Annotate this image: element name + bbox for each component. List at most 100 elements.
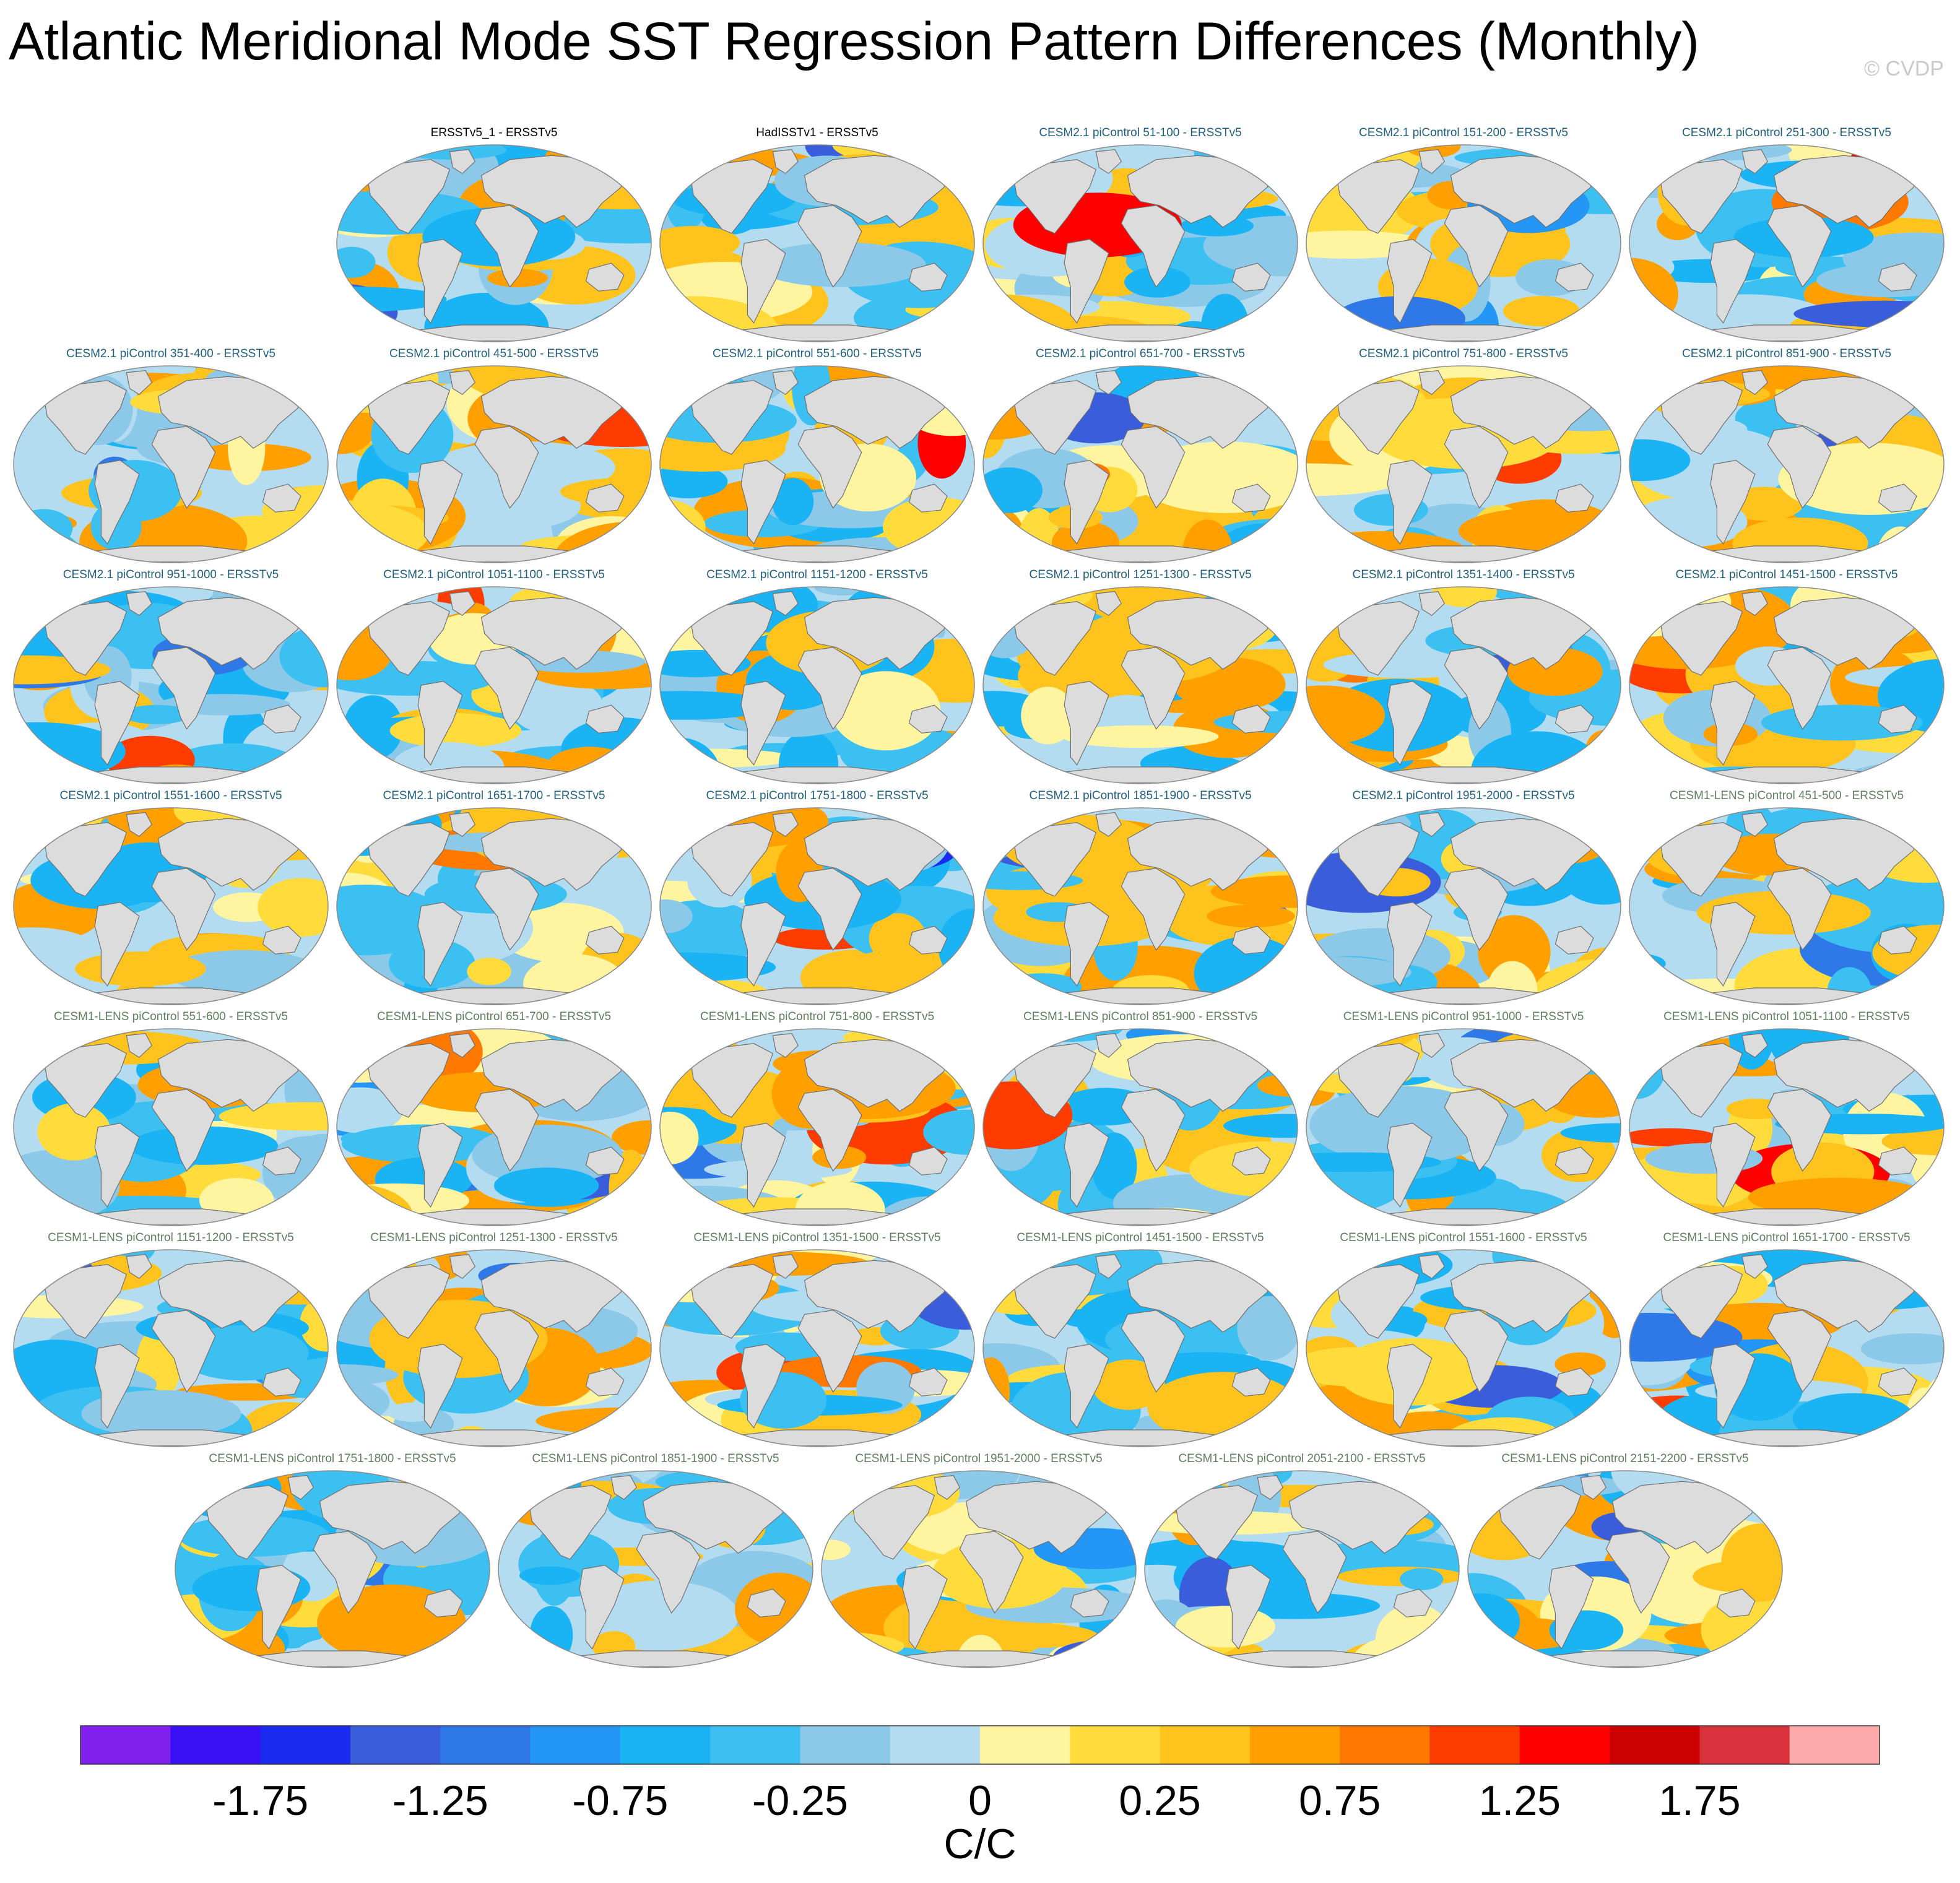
sst-regression-map	[982, 586, 1298, 784]
colorbar-swatch	[1519, 1726, 1610, 1764]
anomaly-contour	[337, 1197, 396, 1226]
anomaly-contour	[1541, 325, 1602, 342]
land-mass	[1013, 1043, 1097, 1118]
land-mass	[1444, 426, 1509, 509]
land-mass	[1444, 205, 1509, 288]
sst-regression-map	[659, 144, 975, 342]
land-mass	[1387, 901, 1433, 987]
sst-regression-map	[1629, 365, 1945, 563]
colorbar-swatch	[1340, 1726, 1430, 1764]
panel-title: CESM1-LENS piControl 851-900 - ERSSTv5	[1023, 1010, 1258, 1023]
anomaly-contour	[14, 927, 93, 966]
map-panel: CESM1-LENS piControl 1251-1300 - ERSSTv5	[333, 1229, 655, 1450]
anomaly-contour	[1306, 685, 1385, 745]
land-mass	[772, 370, 799, 396]
land-mass	[1659, 601, 1743, 676]
map-frame	[1306, 365, 1621, 563]
land-mass	[1336, 159, 1420, 234]
figure-title: Atlantic Meridional Mode SST Regression …	[9, 12, 1699, 71]
land-mass	[1444, 868, 1509, 951]
land-mass	[1121, 1310, 1186, 1393]
land-mass	[417, 459, 463, 545]
land-mass	[1257, 1475, 1284, 1500]
land-mass	[1444, 647, 1509, 730]
anomaly-contour	[1237, 1296, 1298, 1361]
land-mass	[740, 238, 786, 324]
sst-regression-map	[13, 1249, 329, 1447]
land-mass	[94, 1122, 140, 1208]
sst-regression-map	[1467, 1470, 1783, 1668]
colorbar-tick-label: 0.75	[1299, 1777, 1381, 1820]
land-mass	[585, 1146, 625, 1175]
map-frame	[982, 1249, 1298, 1447]
anomaly-contour	[983, 1210, 1057, 1226]
land-mass	[908, 262, 948, 292]
land-mass	[740, 1343, 786, 1429]
panel-title: CESM2.1 piControl 151-200 - ERSSTv5	[1359, 126, 1568, 139]
anomaly-contour	[1092, 1359, 1165, 1410]
land-mass	[1387, 680, 1433, 766]
anomaly-contour	[1468, 1644, 1534, 1668]
panel-title: CESM2.1 piControl 751-800 - ERSSTv5	[1359, 347, 1568, 360]
sst-regression-map	[1306, 365, 1621, 563]
anomaly-contour	[660, 691, 775, 720]
anomaly-contour	[1913, 1413, 1944, 1447]
land-mass	[690, 822, 774, 897]
colorbar-swatch	[800, 1726, 891, 1764]
anomaly-contour	[286, 550, 328, 563]
land-mass	[417, 680, 463, 766]
land-mass	[1013, 159, 1097, 234]
land-mass	[1013, 380, 1097, 455]
anomaly-contour	[306, 1195, 328, 1226]
land-mass	[262, 925, 301, 954]
panel-title: CESM2.1 piControl 1151-1200 - ERSSTv5	[706, 568, 928, 581]
anomaly-contour	[813, 587, 871, 595]
land-mass	[1878, 704, 1917, 734]
land-mass	[797, 647, 862, 730]
panel-title: CESM2.1 piControl 1951-2000 - ERSSTv5	[1352, 789, 1575, 802]
land-mass	[772, 149, 799, 175]
land-mass	[1710, 238, 1756, 324]
sst-regression-map	[336, 807, 652, 1005]
panel-title: CESM1-LENS piControl 1451-1500 - ERSSTv5	[1017, 1231, 1264, 1244]
land-mass	[366, 1264, 451, 1339]
land-mass	[126, 370, 153, 396]
anomaly-contour	[973, 1624, 1098, 1648]
land-mass	[1064, 901, 1109, 987]
sst-regression-map	[821, 1470, 1137, 1668]
land-mass	[1710, 901, 1756, 987]
colorbar-swatch	[620, 1726, 711, 1764]
land-mass	[1336, 380, 1420, 455]
land-mass	[1767, 1089, 1832, 1172]
land-mass	[474, 205, 539, 288]
land-mass	[449, 812, 476, 838]
land-mass	[1387, 1343, 1433, 1429]
anomaly-contour	[1400, 1568, 1444, 1590]
anomaly-contour	[37, 1103, 111, 1161]
map-panel: CESM2.1 piControl 451-500 - ERSSTv5	[333, 345, 655, 566]
map-frame	[1306, 1028, 1621, 1226]
panel-title: CESM2.1 piControl 551-600 - ERSSTv5	[713, 347, 922, 360]
anomaly-contour	[660, 314, 718, 342]
sst-regression-map	[498, 1470, 813, 1668]
map-panel: CESM1-LENS piControl 1151-1200 - ERSSTv5	[10, 1229, 332, 1450]
map-panel: CESM1-LENS piControl 2151-2200 - ERSSTv5	[1464, 1450, 1786, 1671]
anomaly-contour	[498, 1471, 588, 1479]
sst-regression-map	[1306, 144, 1621, 342]
land-mass	[902, 1564, 948, 1650]
colorbar-swatch	[710, 1726, 800, 1764]
land-mass	[1659, 380, 1743, 455]
sst-regression-map	[1629, 807, 1945, 1005]
anomaly-contour	[1306, 808, 1339, 835]
colorbar-tick-label: -1.25	[392, 1777, 488, 1820]
map-frame	[336, 586, 652, 784]
sst-regression-map	[1144, 1470, 1460, 1668]
anomaly-contour	[1003, 973, 1082, 1000]
panel-title: CESM2.1 piControl 351-400 - ERSSTv5	[66, 347, 275, 360]
land-mass	[262, 704, 301, 734]
land-mass	[1418, 1254, 1446, 1279]
anomaly-contour	[1432, 587, 1498, 607]
land-mass	[585, 925, 625, 954]
colorbar-tick-label: -1.75	[212, 1777, 308, 1820]
land-mass	[1741, 149, 1769, 175]
